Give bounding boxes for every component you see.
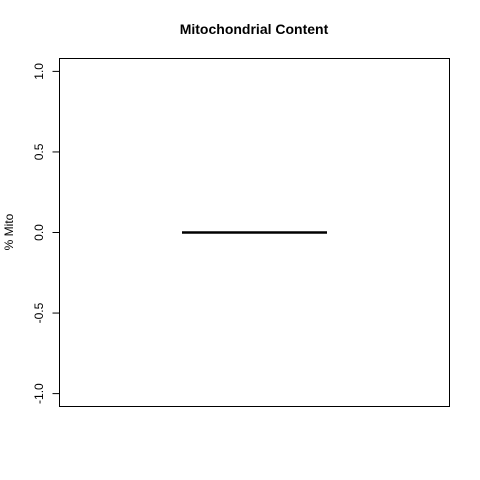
y-tick-label: 1.0 bbox=[32, 63, 46, 80]
y-ticks: -1.0 -0.5 0.0 0.5 1.0 bbox=[32, 63, 60, 404]
y-tick-label: 0.5 bbox=[32, 143, 46, 160]
chart-title: Mitochondrial Content bbox=[180, 21, 329, 37]
y-tick-label: -0.5 bbox=[32, 302, 46, 323]
y-tick-label: 0.0 bbox=[32, 224, 46, 241]
y-tick-label: -1.0 bbox=[32, 383, 46, 404]
y-axis-label: % Mito bbox=[2, 213, 16, 250]
